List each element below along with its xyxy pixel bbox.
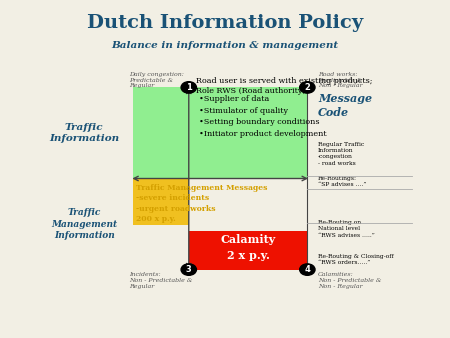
Text: Traffic Management Messages
-severe incidents
-urgent roadworks
200 x p.y.: Traffic Management Messages -severe inci… [136,184,268,223]
Bar [133,178,189,225]
Circle shape [300,82,315,93]
Text: 1: 1 [186,83,192,92]
Text: Dutch Information Policy: Dutch Information Policy [87,14,363,31]
Text: Traffic
Management
Information: Traffic Management Information [51,208,117,240]
Text: Calamity
2 x p.y.: Calamity 2 x p.y. [220,234,276,261]
Text: Re-Routing on
National level
“RWS advises …..”: Re-Routing on National level “RWS advise… [318,220,375,238]
Text: 3: 3 [186,265,192,274]
Text: Re-Routing & Closing-off
“RWS orders…..”: Re-Routing & Closing-off “RWS orders…..” [318,254,394,265]
Text: Calamities:
Non - Predictable &
Non - Regular: Calamities: Non - Predictable & Non - Re… [318,272,381,289]
Text: Message
Code: Message Code [318,93,372,118]
Circle shape [300,264,315,275]
Text: Traffic
Information: Traffic Information [49,123,119,143]
Text: Incidents:
Non - Predictable &
Regular: Incidents: Non - Predictable & Regular [130,272,193,289]
Text: Road works:
Predictable &
Non - Regular: Road works: Predictable & Non - Regular [318,72,362,89]
Circle shape [181,82,197,93]
Bar [189,231,307,270]
Text: Daily congestion:
Predictable &
Regular: Daily congestion: Predictable & Regular [130,72,184,89]
Text: 4: 4 [304,265,310,274]
Circle shape [181,264,197,275]
Text: Re-Routings:
“SP advises ….”: Re-Routings: “SP advises ….” [318,176,366,187]
Text: Road user is served with existing products;
Role RWS (Road authority):: Road user is served with existing produc… [196,77,372,95]
Text: Regular Traffic
Information
-congestion
- road works: Regular Traffic Information -congestion … [318,142,364,166]
Text: 2: 2 [304,83,310,92]
Bar [189,88,307,178]
Text: •Supplier of data
•Stimulator of quality
•Setting boundary conditions
•Initiator: •Supplier of data •Stimulator of quality… [199,95,327,138]
Text: Balance in information & management: Balance in information & management [112,41,338,50]
Bar [133,88,189,178]
